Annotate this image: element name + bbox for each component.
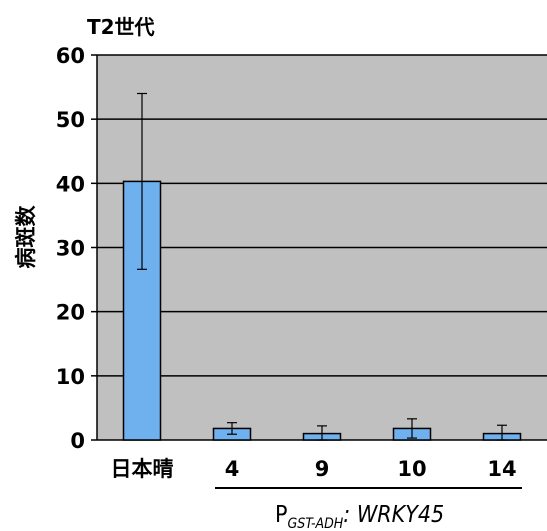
y-tick-label: 0: [70, 429, 85, 453]
group-label: PGST-ADH: WRKY45: [275, 502, 444, 531]
group-label-prefix: P: [275, 502, 287, 528]
y-tick-label: 10: [56, 365, 85, 389]
x-tick-labels: 日本晴 4 9 10 14: [111, 457, 517, 481]
gridlines: [91, 54, 547, 441]
chart-title: T2世代: [87, 15, 155, 39]
x-tick-label: 10: [397, 457, 426, 481]
y-tick-label: 40: [56, 172, 85, 196]
error-bar: [407, 418, 417, 439]
y-tick-label: 30: [56, 237, 85, 261]
error-bars-group: [137, 92, 507, 441]
x-tick-label: 9: [315, 457, 330, 481]
x-tick-label: 日本晴: [111, 457, 174, 481]
y-tick-labels: 0 10 20 30 40 50 60: [56, 44, 85, 453]
group-label-suffix: : WRKY45: [343, 502, 444, 528]
error-bar: [497, 424, 507, 441]
y-tick-label: 20: [56, 301, 85, 325]
x-tick-label: 14: [487, 457, 516, 481]
y-tick-label: 60: [56, 44, 85, 68]
group-label-subscript: GST-ADH: [287, 516, 343, 531]
error-bar: [317, 425, 327, 441]
x-tick-label: 4: [225, 457, 240, 481]
y-axis-label: 病斑数: [14, 205, 38, 269]
error-bar: [227, 422, 237, 435]
y-tick-label: 50: [56, 108, 85, 132]
error-bar: [137, 92, 147, 270]
